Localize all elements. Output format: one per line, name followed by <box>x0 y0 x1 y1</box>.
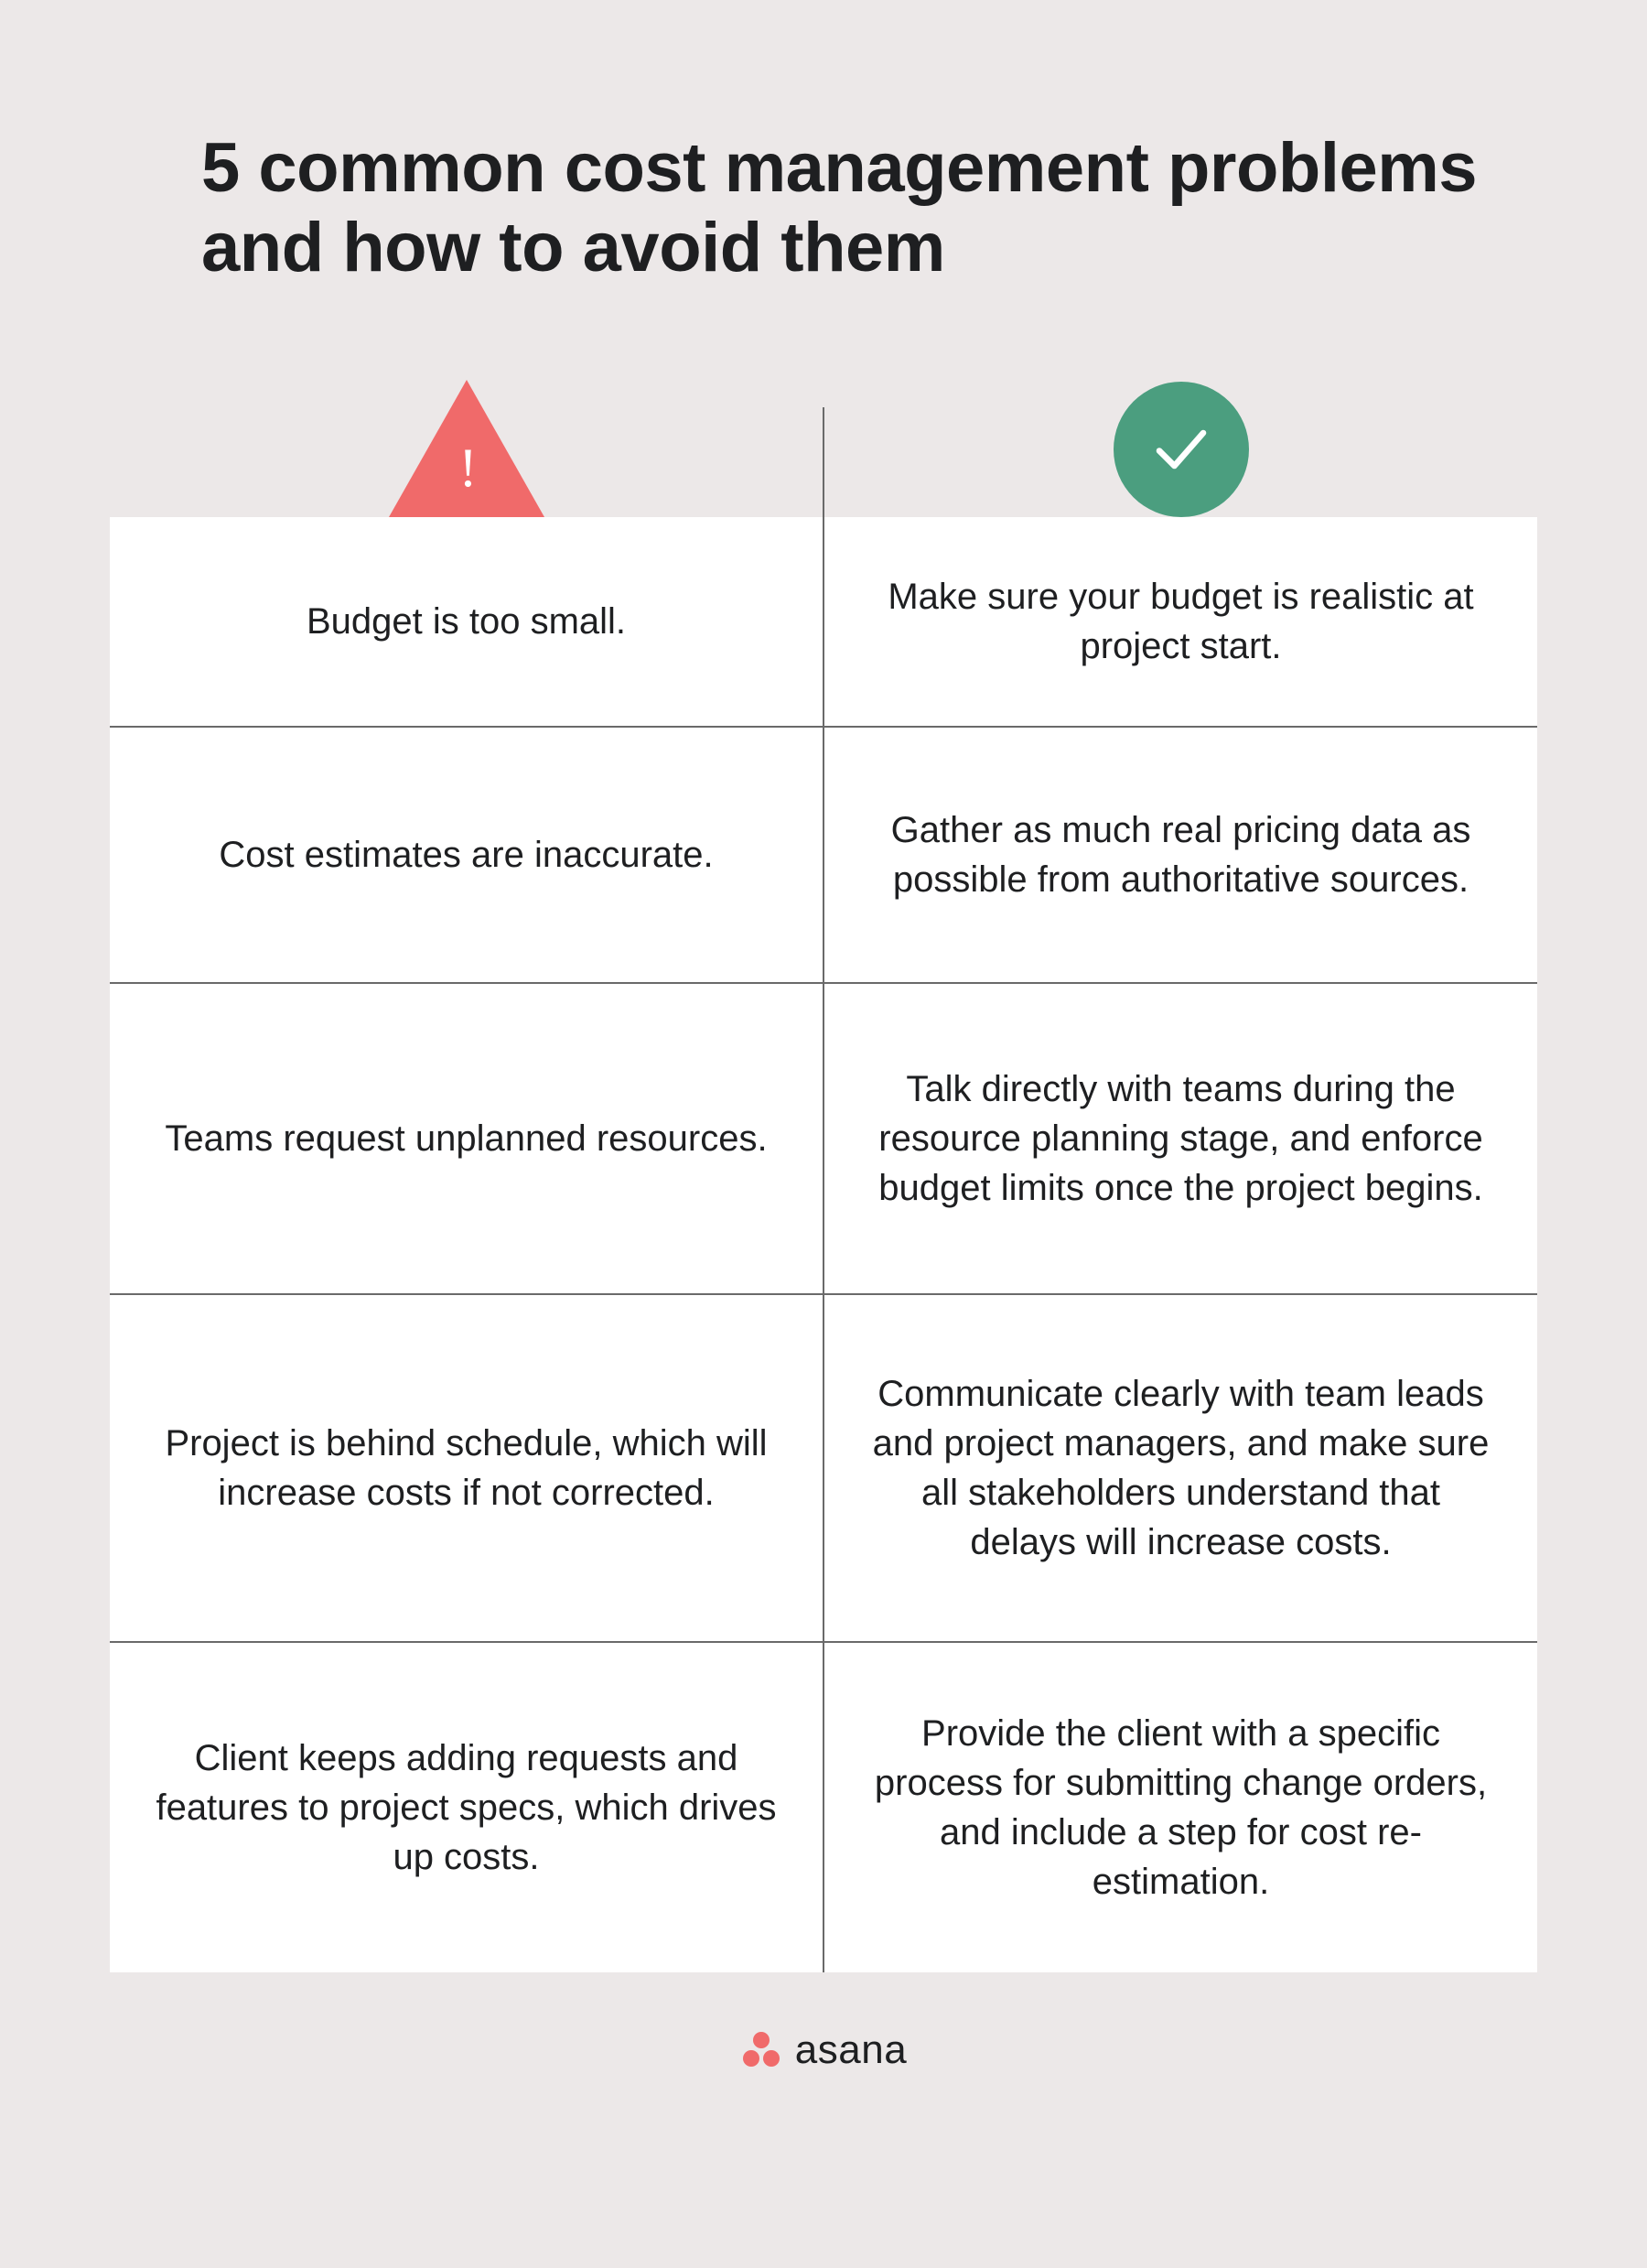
solution-cell: Talk directly with teams during the reso… <box>824 984 1537 1293</box>
warning-exclamation: ! <box>459 437 478 500</box>
problem-cell: Client keeps adding requests and feature… <box>110 1643 823 1972</box>
check-icon <box>1114 382 1249 517</box>
problem-cell: Project is behind schedule, which will i… <box>110 1295 823 1641</box>
table-row: Cost estimates are inaccurate.Gather as … <box>110 728 1537 984</box>
solution-cell: Provide the client with a specific proce… <box>824 1643 1537 1972</box>
table-row: Budget is too small.Make sure your budge… <box>110 517 1537 728</box>
footer: asana <box>110 1972 1537 2128</box>
page-title: 5 common cost management problems and ho… <box>201 128 1501 288</box>
table-row: Project is behind schedule, which will i… <box>110 1295 1537 1643</box>
solution-cell: Gather as much real pricing data as poss… <box>824 728 1537 982</box>
problem-cell: Cost estimates are inaccurate. <box>110 728 823 982</box>
infographic-page: 5 common cost management problems and ho… <box>0 0 1647 2268</box>
solution-cell: Communicate clearly with team leads and … <box>824 1295 1537 1641</box>
problem-cell: Teams request unplanned resources. <box>110 984 823 1293</box>
table-row: Client keeps adding requests and feature… <box>110 1643 1537 1972</box>
checkmark-svg <box>1148 416 1214 482</box>
warning-icon: ! <box>389 380 544 517</box>
solution-cell: Make sure your budget is realistic at pr… <box>824 517 1537 726</box>
problem-cell: Budget is too small. <box>110 517 823 726</box>
problem-icon-col: ! <box>110 371 823 517</box>
asana-dots-icon <box>740 2029 782 2071</box>
solution-icon-col <box>824 371 1537 517</box>
brand-logo: asana <box>740 2027 907 2073</box>
table-row: Teams request unplanned resources.Talk d… <box>110 984 1537 1295</box>
brand-name: asana <box>795 2027 907 2073</box>
header-icons-row: ! <box>110 371 1537 517</box>
comparison-table: Budget is too small.Make sure your budge… <box>110 517 1537 1972</box>
